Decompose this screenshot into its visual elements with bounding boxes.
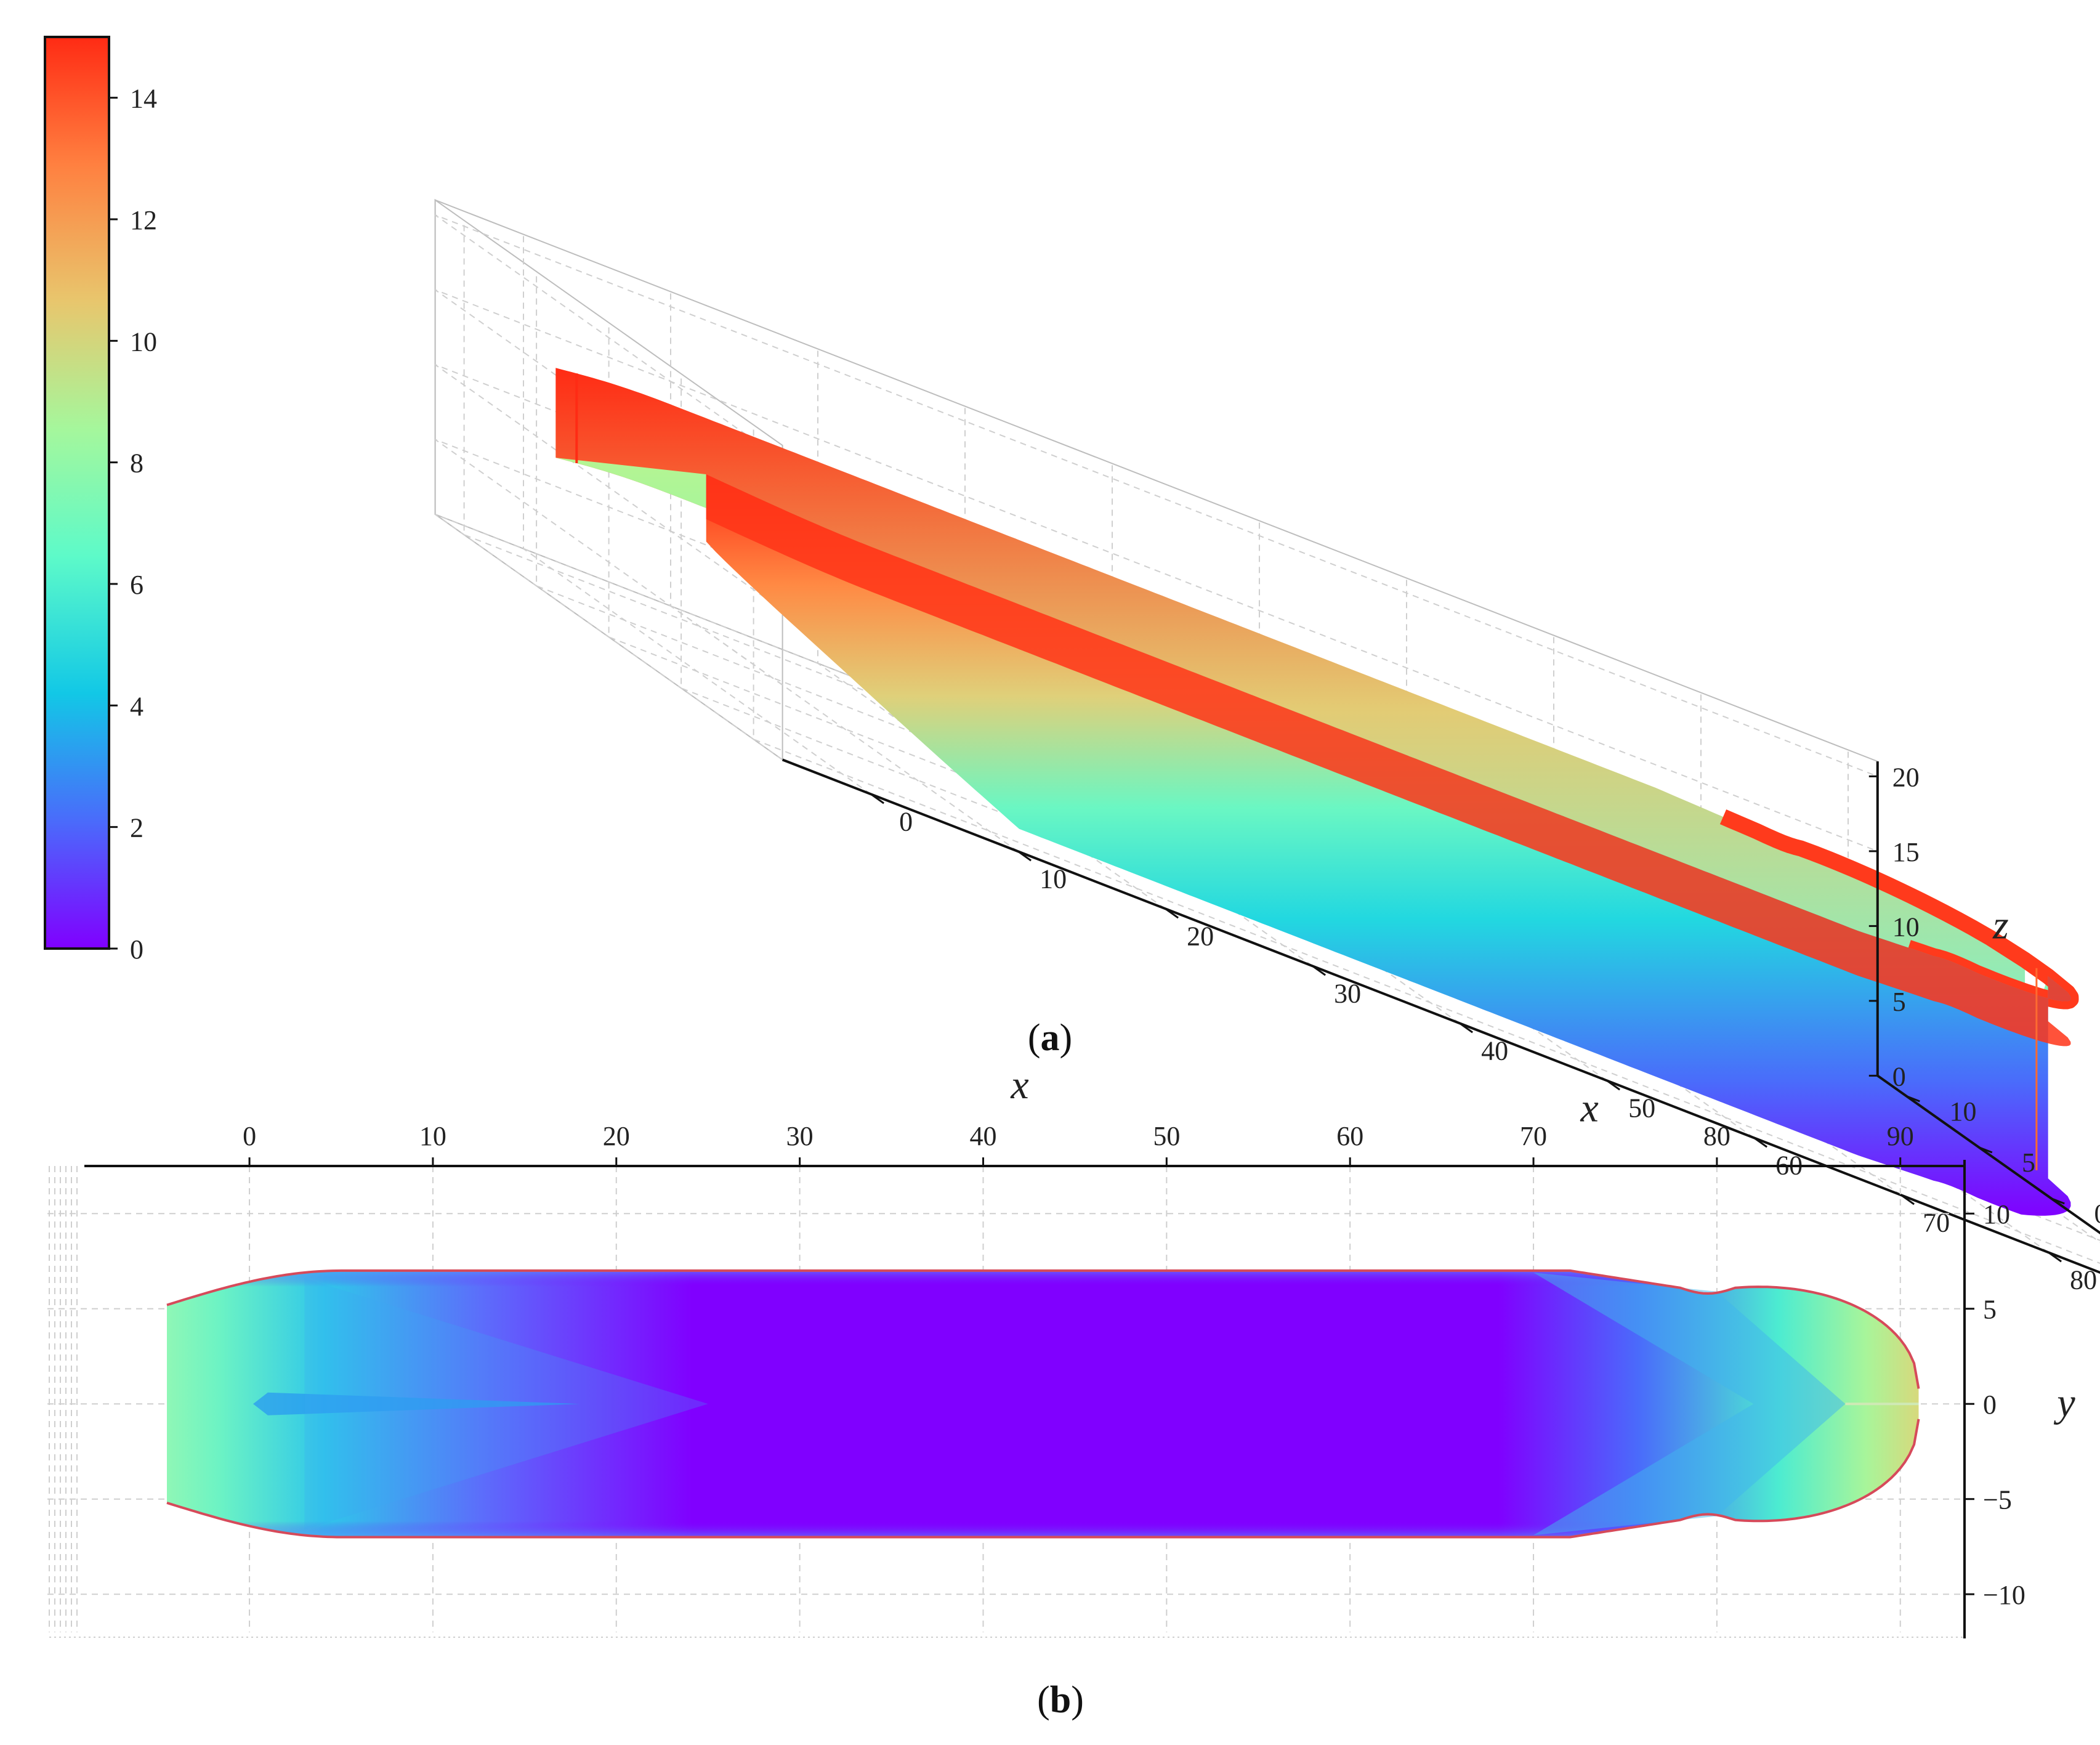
x-tick-label: 50 <box>1628 1093 1655 1123</box>
hull-outline-upper <box>166 1269 1920 1389</box>
colorbar-tick-label: 6 <box>130 570 143 600</box>
x-tick-label: 80 <box>2070 1265 2097 1295</box>
hull-plan <box>166 1269 1920 1539</box>
x-tick-label: 70 <box>1923 1207 1950 1237</box>
x-tick <box>1900 1194 1915 1205</box>
x-tick-label: 20 <box>603 1121 630 1151</box>
caption-b: (b) <box>1037 1679 1084 1721</box>
caption-b-letter: b <box>1050 1679 1071 1721</box>
y-tick <box>1978 1146 1993 1154</box>
panel-b-axes <box>84 1160 1966 1638</box>
x-tick <box>1312 965 1327 976</box>
y-tick-label: 10 <box>1983 1199 2010 1229</box>
x-tick <box>1459 1022 1474 1034</box>
x-tick-label: 70 <box>1520 1121 1547 1151</box>
hull-surface <box>555 368 2079 1216</box>
x-tick-label: 90 <box>1887 1121 1914 1151</box>
z-tick-label: 0 <box>1892 1061 1906 1091</box>
colorbar-tick-label: 14 <box>130 84 157 114</box>
grid-z-line <box>435 289 1878 852</box>
x-tick <box>1017 850 1032 862</box>
x-tick <box>870 793 885 804</box>
colorbar-gradient <box>44 36 110 950</box>
colorbar-tick-label: 2 <box>130 813 143 843</box>
x-tick-label: 60 <box>1336 1121 1363 1151</box>
x-tick-label: 80 <box>1703 1121 1730 1151</box>
colorbar-tick-label: 12 <box>130 205 157 235</box>
x-tick-label: 0 <box>899 806 913 836</box>
colorbar: 0 2 4 6 8 10 12 14 <box>44 36 157 965</box>
z-tick-label: 15 <box>1892 837 1920 867</box>
hull-gunwale-band <box>706 474 2071 1047</box>
y-axis-label: y <box>2053 1380 2075 1425</box>
x-tick-label: 10 <box>1040 864 1067 894</box>
colorbar-tick-label: 4 <box>130 691 143 721</box>
z-tick-label: 20 <box>1892 762 1920 792</box>
y-tick <box>1906 1095 1920 1103</box>
y-tick <box>2051 1197 2065 1205</box>
z-axis-label: z <box>1992 902 2009 947</box>
hull-plan-edge-shade <box>167 1270 1919 1537</box>
x-tick-label: 0 <box>243 1121 256 1151</box>
x-tick-label: 40 <box>1481 1035 1508 1066</box>
y-tick-label: 0 <box>2094 1199 2100 1229</box>
x-tick <box>1165 907 1179 919</box>
hull-far-side <box>555 368 2025 1050</box>
z-tick-label: 10 <box>1892 912 1920 942</box>
colorbar-tick-label: 0 <box>130 934 143 965</box>
grid-x-line <box>523 234 871 795</box>
x-tick <box>2048 1251 2062 1263</box>
hull-bow-shade <box>1533 1273 1846 1536</box>
y-tick-label: −5 <box>1983 1485 2012 1515</box>
colorbar-tick-label: 10 <box>130 326 157 357</box>
y-tick-label: −10 <box>1983 1580 2025 1610</box>
x-tick-label: 50 <box>1153 1121 1180 1151</box>
hull-outline-lower <box>166 1419 1920 1539</box>
hull-stern-wedge <box>253 1392 580 1415</box>
colorbar-tick-label: 8 <box>130 448 143 479</box>
grid-z-line <box>435 214 1878 777</box>
x-tick-label: 10 <box>419 1121 446 1151</box>
x-tick-label: 30 <box>1334 978 1361 1008</box>
caption-a: (a) <box>1028 1017 1072 1059</box>
x-tick-label: 20 <box>1187 921 1214 951</box>
panel-a: 0102030405060708090−10−5051005101520xyz0… <box>44 36 2100 1295</box>
caption-a-letter: a <box>1041 1017 1060 1059</box>
x-axis-line <box>781 758 2100 1274</box>
y-tick-label: 0 <box>1983 1390 1997 1420</box>
x-tick <box>1753 1136 1768 1148</box>
x-tick <box>1606 1079 1621 1091</box>
z-tick-label: 5 <box>1892 987 1906 1017</box>
x-tick-label: 40 <box>969 1121 996 1151</box>
x-axis-label: x <box>1580 1086 1598 1131</box>
x-tick-label: 30 <box>786 1121 814 1151</box>
y-tick-label: 5 <box>1983 1295 1997 1325</box>
y-tick-label: 5 <box>2022 1148 2035 1178</box>
x-axis-label: x <box>1010 1063 1028 1107</box>
hull-stern-shade <box>304 1278 708 1530</box>
y-tick-label: 10 <box>1950 1096 1977 1127</box>
